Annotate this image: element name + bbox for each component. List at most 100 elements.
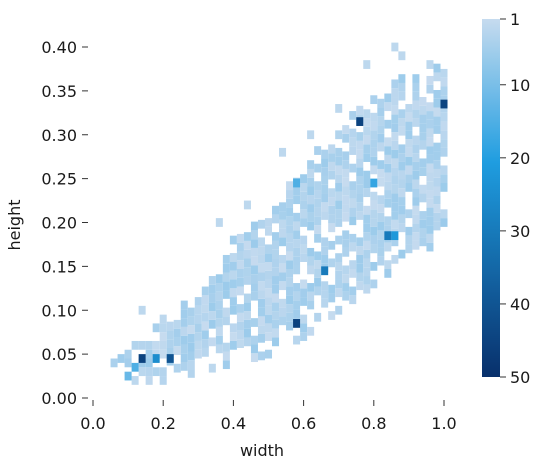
heatmap-cell [159, 367, 167, 377]
heatmap-cell [398, 214, 406, 224]
heatmap-cell [321, 246, 329, 255]
heatmap-cell [272, 293, 280, 303]
heatmap-cell [131, 376, 139, 385]
heatmap-cell [222, 342, 230, 352]
heatmap-cell [264, 279, 273, 289]
heatmap-cell [342, 283, 350, 292]
heatmap-cell [391, 140, 399, 150]
heatmap-bin [384, 231, 392, 241]
heatmap-cell [349, 207, 357, 217]
heatmap-cell [187, 325, 195, 334]
heatmap-cell [173, 363, 181, 373]
heatmap-cell [152, 323, 160, 333]
heatmap-cell [272, 249, 280, 259]
heatmap-cell [243, 276, 251, 285]
heatmap-cell [236, 242, 244, 252]
heatmap-cell [279, 228, 287, 238]
heatmap-cell [145, 349, 153, 359]
heatmap-cell [370, 244, 378, 254]
heatmap-cell [257, 325, 265, 334]
heatmap-cell [279, 202, 287, 212]
heatmap-cell [293, 186, 301, 196]
heatmap-cell [243, 200, 251, 210]
heatmap-cell [405, 104, 413, 113]
heatmap-cell [426, 172, 434, 182]
heatmap-cell [328, 188, 336, 198]
heatmap-cell [250, 247, 258, 257]
colorbar-tick-label: 20 [510, 149, 530, 168]
heatmap-cell [412, 91, 420, 101]
heatmap-cell [250, 274, 258, 284]
heatmap-cell [391, 97, 399, 106]
heatmap-cell [370, 235, 378, 245]
heatmap-cell [250, 239, 258, 248]
heatmap-cell [335, 191, 343, 201]
heatmap-cell [194, 314, 202, 324]
heatmap-cell [194, 297, 202, 306]
heatmap-cell [243, 302, 251, 312]
heatmap-cell [377, 204, 385, 213]
heatmap-cell [138, 340, 146, 350]
heatmap-cell [272, 276, 280, 285]
heatmap-cell [286, 260, 294, 270]
heatmap-cell [328, 197, 336, 206]
heatmap-cell [314, 260, 322, 270]
heatmap-cell [384, 242, 392, 252]
heatmap-cell [166, 339, 174, 348]
heatmap-cell [117, 354, 125, 363]
heatmap-cell [250, 344, 258, 354]
y-tick-label: 0.10 [41, 301, 77, 320]
heatmap-cell [250, 265, 258, 275]
heatmap-cell [159, 323, 167, 333]
heatmap-cell [335, 279, 343, 289]
heatmap-cell [433, 186, 441, 196]
x-tick-label: 0.2 [150, 414, 175, 433]
heatmap-cell [335, 235, 343, 245]
heatmap-cell [187, 342, 195, 352]
heatmap-cell [166, 321, 174, 331]
heatmap-cell [328, 144, 336, 154]
heatmap-cell [229, 270, 237, 280]
heatmap-cell [419, 237, 427, 247]
heatmap-cell [286, 198, 294, 208]
heatmap-cell [405, 235, 413, 245]
heatmap-cell [257, 237, 265, 247]
heatmap-bin [391, 231, 399, 241]
heatmap-cell [180, 309, 188, 319]
heatmap-cell [412, 205, 420, 215]
heatmap-cell [201, 330, 209, 340]
heatmap-cell [279, 281, 287, 291]
heatmap-cell [222, 290, 230, 299]
heatmap-cell [152, 340, 160, 350]
heatmap-cell [264, 349, 273, 359]
heatmap-cell [349, 146, 357, 155]
heatmap-cell [440, 95, 448, 105]
heatmap-cell [321, 184, 329, 194]
heatmap-cell [243, 311, 251, 320]
colorbar-tick-label: 30 [510, 222, 530, 241]
heatmap-cell [321, 175, 329, 185]
heatmap-cell [370, 112, 378, 122]
heatmap-cell [419, 140, 427, 150]
heatmap-cell [272, 337, 280, 347]
heatmap-cell [264, 226, 273, 236]
heatmap-cell [440, 77, 448, 87]
heatmap-cell [398, 82, 406, 92]
heatmap-bin [370, 178, 378, 188]
heatmap-cell [398, 118, 406, 127]
heatmap-cell [412, 232, 420, 241]
heatmap-cell [222, 254, 230, 264]
y-tick-label: 0.20 [41, 214, 77, 233]
heatmap-cell [391, 132, 399, 141]
heatmap-cell [300, 323, 308, 333]
heatmap-cell [286, 269, 294, 278]
heatmap-cell [286, 277, 294, 287]
heatmap-cell [314, 216, 322, 226]
heatmap-cell [412, 197, 420, 206]
heatmap-cell [272, 319, 280, 329]
heatmap-cell [342, 239, 350, 248]
heatmap-cell [279, 298, 287, 308]
heatmap-cell [363, 109, 371, 119]
heatmap-cell [300, 332, 308, 341]
heatmap-cell [321, 254, 329, 264]
